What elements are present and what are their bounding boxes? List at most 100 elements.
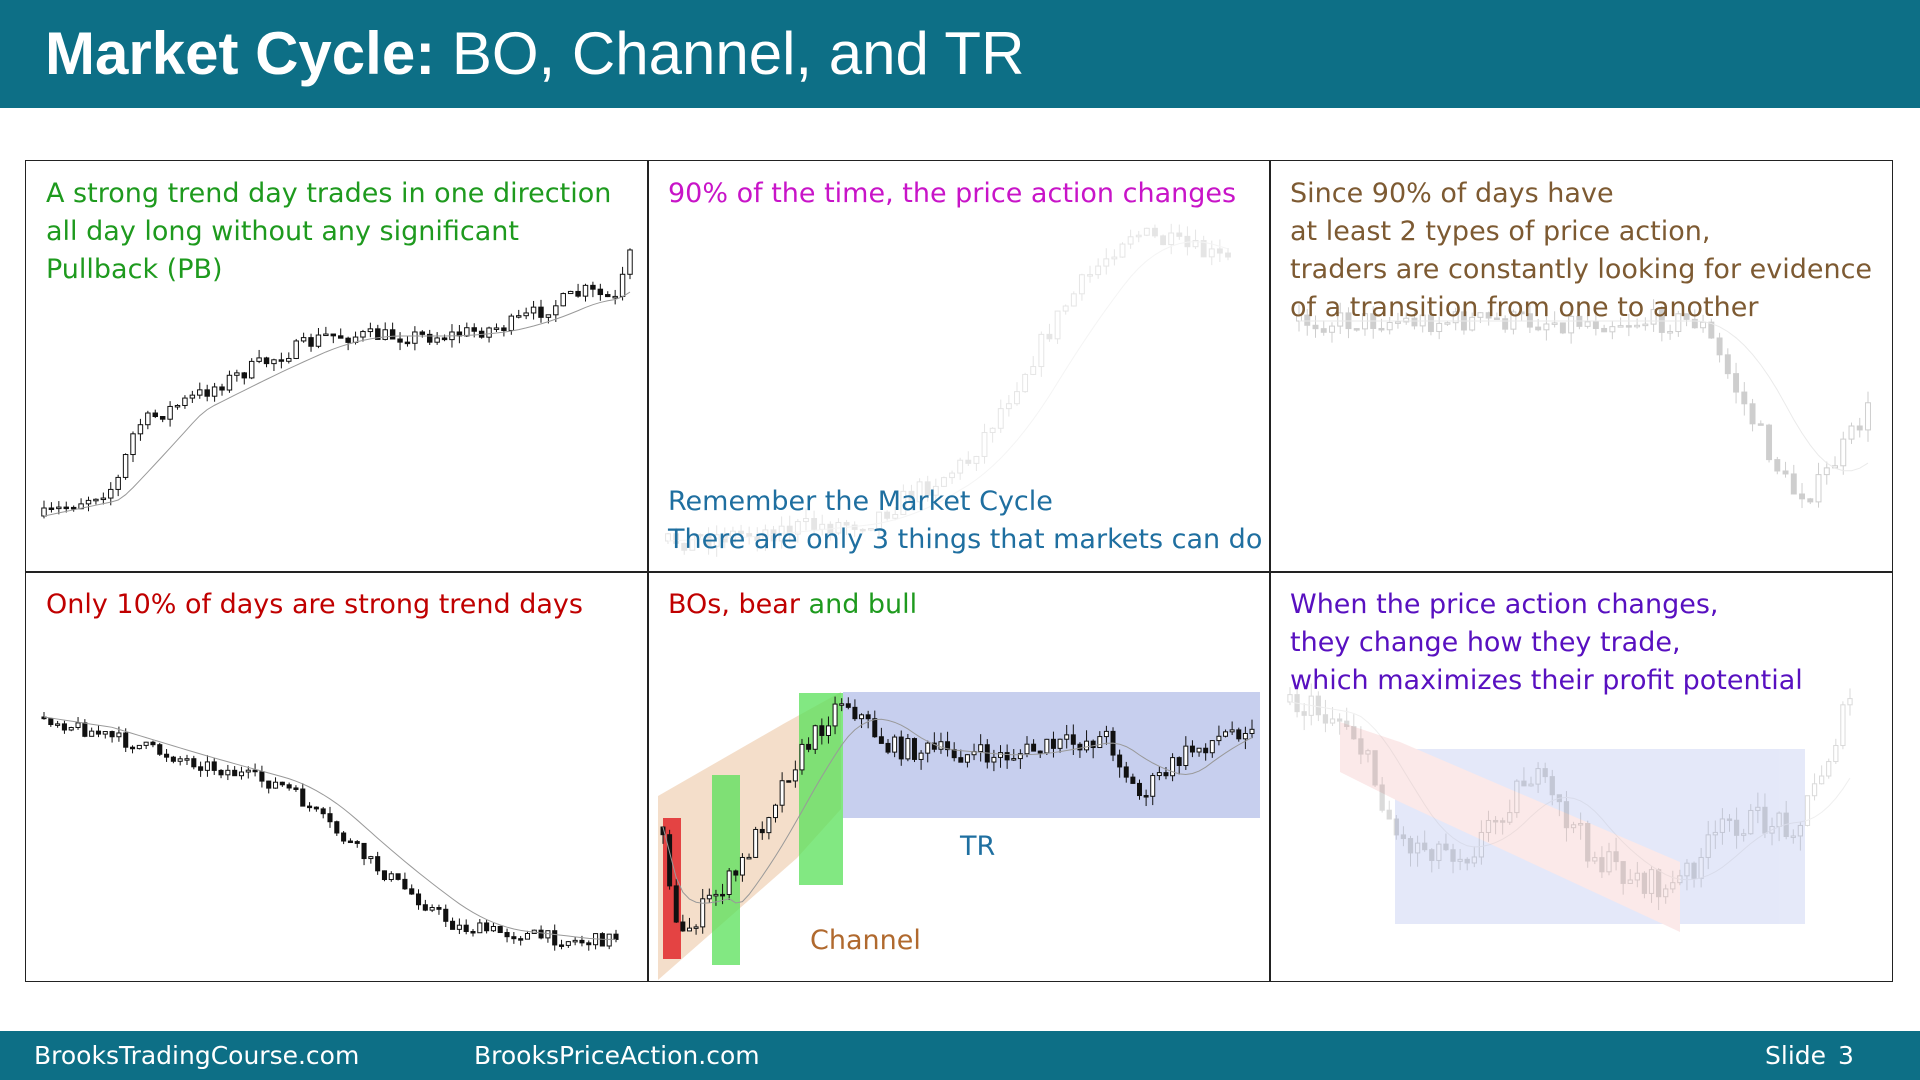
candle-part (315, 334, 322, 347)
candle-part (1095, 265, 1102, 276)
candle-part (689, 533, 696, 551)
candle-part (174, 404, 181, 408)
candle-part (1502, 318, 1509, 330)
candle-part (1223, 731, 1229, 737)
candle-part (1329, 718, 1336, 724)
candle-part (738, 530, 744, 535)
candle-part (558, 944, 565, 947)
candle-part (1378, 327, 1385, 331)
candle-part (754, 536, 761, 542)
candle-part (884, 511, 891, 519)
candle-part (241, 372, 248, 379)
candle-part (1485, 312, 1492, 319)
candle-part (851, 524, 858, 530)
candle-part (1766, 424, 1773, 461)
candle-part (705, 535, 712, 547)
candle-part (1774, 459, 1781, 472)
candle-part (441, 337, 448, 341)
candle-part (778, 525, 785, 542)
candle-part (700, 898, 706, 928)
site-link: BrooksPriceAction.com (474, 1041, 760, 1070)
candle-part (48, 507, 55, 511)
candle-part (667, 834, 673, 887)
candle-part (1308, 695, 1314, 716)
candle-part (368, 856, 374, 860)
candle-part (1655, 869, 1662, 898)
candle-part (450, 920, 456, 930)
candle-part (56, 506, 62, 510)
candle-part (108, 488, 114, 499)
candle-part (204, 389, 210, 397)
candle-part (1176, 232, 1183, 237)
text-line: Remember the Market Cycle (668, 486, 1053, 517)
panel-footer-text: Remember the Market Cycle There are only… (668, 483, 1262, 559)
candle-part (412, 331, 418, 344)
candle-part (1741, 391, 1748, 405)
candle-part (1762, 806, 1768, 834)
candle-part (1776, 812, 1782, 828)
candle-part (234, 372, 240, 376)
candle-part (951, 749, 957, 759)
candle-part (1225, 252, 1231, 258)
panel: Since 90% of days have at least 2 types … (1270, 161, 1892, 571)
candle-part (1535, 326, 1542, 331)
title-rest: BO, Channel, and TR (451, 20, 1025, 87)
candle-part (827, 523, 834, 534)
candle-part (347, 840, 353, 844)
candle-part (486, 327, 492, 338)
candle-part (949, 472, 955, 479)
candle-part (293, 787, 299, 790)
candle-part (835, 522, 842, 534)
candle-part (1315, 695, 1321, 716)
candle-part (1705, 834, 1711, 858)
candle-part (812, 725, 818, 750)
candle-part (1592, 321, 1599, 329)
candle-part (313, 806, 319, 810)
candle-part (586, 942, 592, 946)
candle-part (238, 771, 245, 777)
candle-part (619, 273, 626, 297)
panel: 90% of the time, the price action change… (648, 161, 1270, 571)
candle-part (320, 808, 326, 815)
candle-part (470, 930, 476, 934)
candle-part (713, 893, 719, 897)
candle-part (159, 416, 166, 420)
candle-part (278, 359, 285, 362)
candle-part (908, 490, 915, 503)
candle-part (1469, 316, 1476, 331)
candle-part (1037, 750, 1043, 754)
candle-part (1103, 258, 1110, 267)
candle-part (429, 907, 435, 911)
candle-part (145, 412, 151, 426)
candle-part (1196, 747, 1202, 753)
candle-part (538, 306, 544, 318)
candle-part (1578, 823, 1584, 826)
candle-part (1865, 402, 1871, 431)
candle-part (389, 329, 396, 340)
candle-part (375, 328, 381, 340)
channel-label: Channel (810, 925, 921, 956)
candle-part (1691, 862, 1697, 879)
candle-part (1050, 738, 1056, 749)
panel-text: Only 10% of days are strong trend days (46, 586, 583, 624)
candle-part (95, 730, 102, 735)
candle-part (1634, 872, 1640, 881)
candle-part (402, 878, 408, 890)
candle-part (1070, 734, 1076, 745)
moving-average (662, 718, 1253, 904)
candle-part (686, 927, 692, 932)
candle-part (422, 904, 428, 911)
candle-part (501, 327, 507, 331)
candle-part (575, 290, 581, 297)
candle-part (197, 389, 203, 396)
candle-part (93, 498, 99, 502)
candle-part (1057, 738, 1063, 749)
candle-part (1625, 325, 1632, 328)
candle-part (1518, 311, 1525, 315)
candle-part (323, 333, 329, 337)
candle-part (1090, 740, 1096, 749)
panel: BOs, bear and bull TR Channel (648, 572, 1270, 982)
candle-part (516, 315, 522, 318)
candle-part (164, 753, 170, 758)
